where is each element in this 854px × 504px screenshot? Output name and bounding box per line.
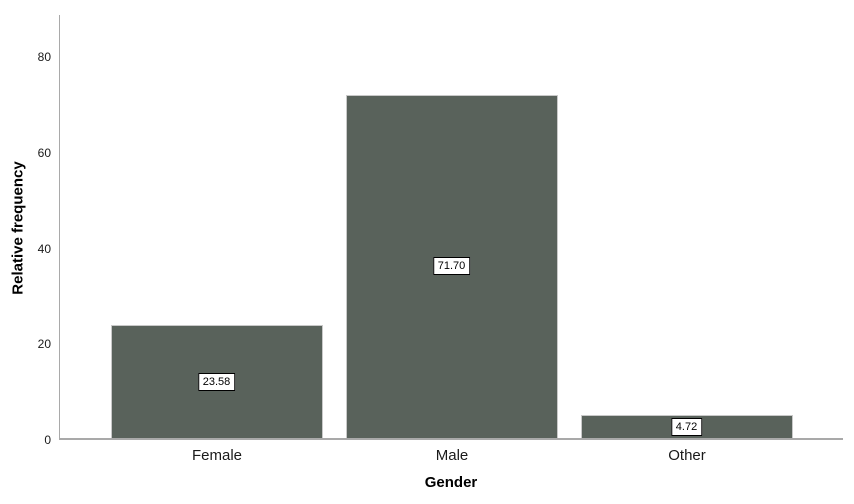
bar-female: 23.58 xyxy=(110,325,323,438)
y-tick-label: 60 xyxy=(37,145,51,160)
bar-other: 4.72 xyxy=(580,415,793,438)
bar-value-label: 71.70 xyxy=(432,257,471,276)
x-axis-title: Gender xyxy=(424,474,478,491)
y-tick-label: 0 xyxy=(44,433,51,447)
y-tick-label: 20 xyxy=(37,337,51,352)
bar-value-label: 23.58 xyxy=(197,372,236,391)
y-tick-label: 40 xyxy=(37,241,51,256)
bar-male: 71.70 xyxy=(345,94,558,438)
plot-area: 23.58 71.70 4.72 xyxy=(59,15,843,440)
bar-value-label: 4.72 xyxy=(670,417,703,436)
y-axis-title: Relative frequency xyxy=(9,161,27,295)
x-category-label: Female xyxy=(191,447,243,464)
x-category-label: Male xyxy=(435,447,469,464)
x-category-label: Other xyxy=(668,447,706,464)
y-tick-label: 80 xyxy=(37,50,51,65)
